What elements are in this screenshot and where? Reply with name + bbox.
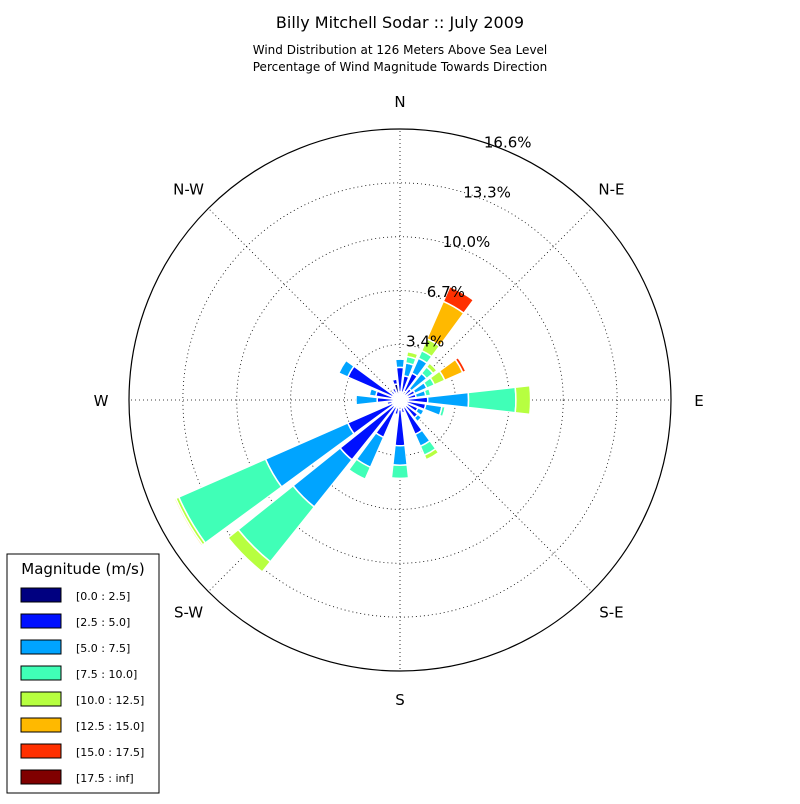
legend-label: [12.5 : 15.0] [76,720,144,733]
compass-label-w: W [94,392,109,410]
wedge-dir-270-bin-2 [355,394,379,406]
wedge-dir-60-bin-6 [454,356,467,374]
wedge-dir-105-bin-3 [438,405,447,418]
compass-label-s-w: S-W [174,603,203,621]
outer-axis-circle [128,128,672,672]
grid-circle [182,182,618,618]
compass-labels: N N-E E S-E S S-W W N-W [94,93,704,709]
wedge-dir-180-bin-1 [394,408,406,447]
compass-label-n-w: N-W [173,181,204,199]
compass-label-n: N [394,93,405,111]
chart-subtitle-line-2: Percentage of Wind Magnitude Towards Dir… [253,60,547,74]
wedge-dir-225-bin-4 [226,528,272,574]
legend-swatch [20,613,62,629]
wedge-dir-180-bin-3 [390,464,410,480]
wedge-dir-90-bin-3 [467,386,517,414]
legend-swatch [20,769,62,785]
wedge-dir-45-bin-4 [425,361,439,375]
legend-swatch [20,691,62,707]
wedge-dir-210-bin-3 [347,458,372,481]
wedge-dir-90-bin-4 [514,384,532,416]
legend-label: [5.0 : 7.5] [76,642,130,655]
radial-tick-labels: 3.4% 6.7% 10.0% 13.3% 16.6% [406,134,531,351]
compass-label-s: S [395,691,405,709]
wedge-dir-120-bin-2 [414,406,425,417]
radial-tick-label: 6.7% [427,283,465,301]
wedge-dir-180-bin-2 [392,444,408,467]
legend-swatch [20,587,62,603]
wedge-dir-0-bin-2 [394,358,406,369]
legend-swatch [20,717,62,733]
chart-title: Billy Mitchell Sodar :: July 2009 [276,13,524,32]
radial-tick-label: 13.3% [463,183,511,201]
grid-spoke [208,208,401,401]
wedge-dir-75-bin-3 [423,387,432,397]
legend-label: [0.0 : 2.5] [76,590,130,603]
legend-title: Magnitude (m/s) [21,560,144,578]
legend-swatch [20,639,62,655]
grid-spoke [399,399,592,592]
wedge-dir-240-bin-5 [173,497,204,547]
windrose-bars [173,285,532,574]
wedge-dir-135-bin-2 [413,413,423,423]
wedge-dir-300-bin-2 [337,359,355,379]
wedge-dir-105-bin-2 [423,403,443,417]
legend: Magnitude (m/s) [0.0 : 2.5] [2.5 : 5.0] [5… [6,553,160,794]
compass-label-e: E [694,392,703,410]
radial-tick-label: 3.4% [406,333,444,351]
grid-circle [236,236,564,564]
radial-tick-label: 16.6% [484,134,532,152]
legend-swatch [20,743,62,759]
legend-items: [0.0 : 2.5] [2.5 : 5.0] [5.0 : 7.5] [7.5 : … [20,587,144,785]
legend-label: [2.5 : 5.0] [76,616,130,629]
compass-label-n-e: N-E [598,181,624,199]
wedge-dir-345-bin-1 [391,378,399,386]
legend-label: [15.0 : 17.5] [76,746,144,759]
legend-label: [10.0 : 12.5] [76,694,144,707]
compass-label-s-e: S-E [599,603,623,621]
wedge-dir-150-bin-4 [423,447,440,461]
legend-label: [7.5 : 10.0] [76,668,137,681]
wedge-dir-30-bin-6 [442,285,475,315]
legend-label: [17.5 : inf] [76,772,134,785]
wedge-dir-15-bin-4 [405,350,419,360]
legend-swatch [20,665,62,681]
radial-tick-label: 10.0% [443,233,491,251]
wedge-dir-285-bin-2 [368,387,379,398]
chart-subtitle-line-1: Wind Distribution at 126 Meters Above Se… [253,43,548,57]
